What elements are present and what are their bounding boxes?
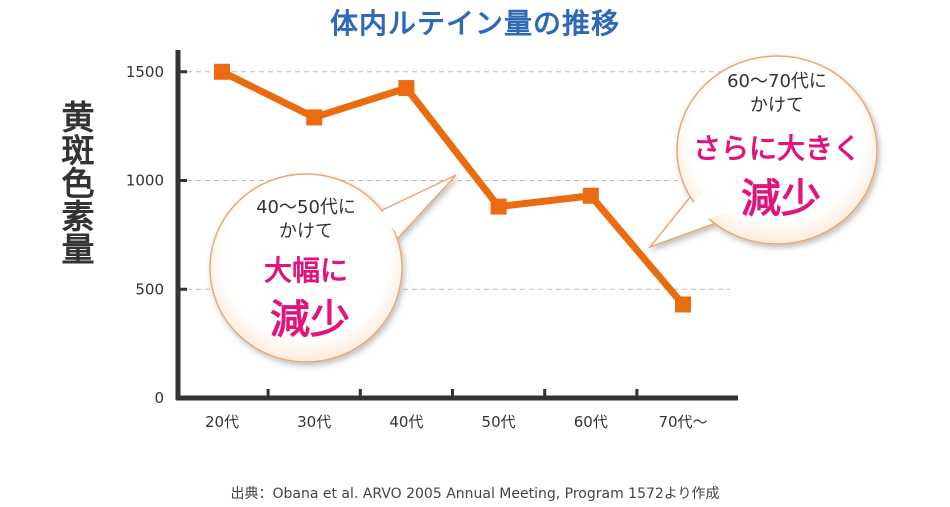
bubble-2-line4: 減少 bbox=[741, 176, 821, 222]
data-series bbox=[214, 63, 691, 313]
series-line-0 bbox=[218, 68, 687, 308]
annotation-bubble-40-50 bbox=[209, 173, 457, 363]
x-tick-label-2: 40代 bbox=[389, 413, 423, 431]
x-tick-label-0: 20代 bbox=[205, 413, 239, 431]
data-point-50代 bbox=[490, 198, 507, 215]
bubble-1-line2: かけて bbox=[279, 221, 333, 242]
y-tick-label-0: 0 bbox=[154, 389, 164, 407]
chart-title: 体内ルテイン量の推移 bbox=[329, 7, 620, 40]
y-axis-label: 黄斑色素量 bbox=[56, 100, 95, 265]
data-point-30代 bbox=[306, 109, 323, 126]
bubble-2-line2: かけて bbox=[750, 95, 804, 116]
y-tick-label-500: 500 bbox=[135, 280, 164, 298]
x-tick-label-1: 30代 bbox=[297, 413, 331, 431]
axes bbox=[175, 50, 738, 401]
y-tick-label-1000: 1000 bbox=[126, 172, 164, 190]
bubble-2-line1: 60〜70代に bbox=[727, 71, 827, 92]
data-point-60代 bbox=[582, 187, 599, 204]
x-tick-label-4: 60代 bbox=[574, 413, 608, 431]
data-point-20代 bbox=[214, 63, 230, 80]
bubble-1-body bbox=[209, 173, 403, 363]
bubble-1-line3: 大幅に bbox=[264, 254, 348, 287]
y-tick-label-1500: 1500 bbox=[126, 63, 164, 81]
annotation-bubble-60-70 bbox=[647, 55, 878, 249]
tick-labels: 0 500 1000 1500 20代 30代 40代 50代 60代 70代〜 bbox=[126, 63, 708, 431]
bubble-1-tail-cover bbox=[378, 184, 447, 232]
source-note: 出典：Obana et al. ARVO 2005 Annual Meeting… bbox=[230, 486, 720, 502]
x-tick-label-3: 50代 bbox=[482, 413, 516, 431]
data-point-70代〜 bbox=[675, 296, 691, 313]
data-point-40代 bbox=[398, 80, 415, 97]
bubble-2-line3: さらに大きく bbox=[693, 132, 861, 165]
x-tick-label-5: 70代〜 bbox=[658, 413, 707, 431]
bubble-1-line4: 減少 bbox=[270, 297, 350, 343]
bubble-2-body bbox=[676, 55, 878, 245]
bubble-1-line1: 40〜50代に bbox=[256, 197, 356, 218]
bubble-2-tail-cover bbox=[660, 192, 724, 238]
